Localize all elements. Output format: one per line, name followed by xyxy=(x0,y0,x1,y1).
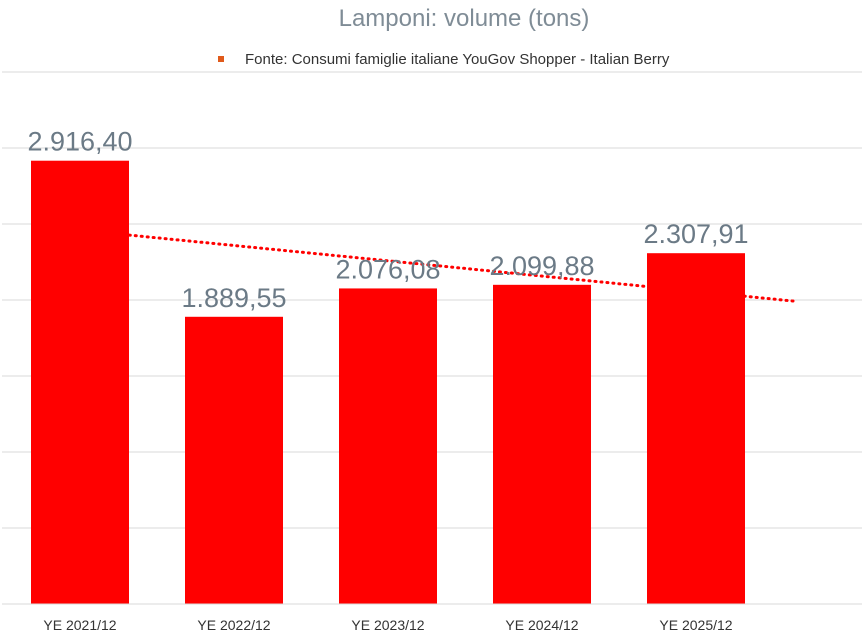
bar-2 xyxy=(185,316,283,604)
value-label-2: 1.889,55 xyxy=(181,283,286,313)
value-labels: 2.916,40 1.889,55 2.076,08 2.099,88 2.307,91 xyxy=(27,127,748,313)
bars xyxy=(31,160,745,604)
legend-label: Fonte: Consumi famiglie italiane YouGov … xyxy=(245,51,670,68)
trendline-line xyxy=(127,233,800,303)
bar-5 xyxy=(647,253,745,604)
category-label-4: YE 2024/12 xyxy=(505,617,578,633)
category-labels: YE 2021/12 YE 2022/12 YE 2023/12 YE 2024/12… xyxy=(43,617,732,633)
category-label-1: YE 2021/12 xyxy=(43,617,116,633)
value-label-5: 2.307,91 xyxy=(643,219,748,249)
trendline xyxy=(127,233,800,303)
category-label-2: YE 2022/12 xyxy=(197,617,270,633)
chart-title: Lamponi: volume (tons) xyxy=(339,5,590,32)
value-label-1: 2.916,40 xyxy=(27,127,132,157)
bar-4 xyxy=(493,284,591,604)
bar-1 xyxy=(31,160,129,604)
category-label-3: YE 2023/12 xyxy=(351,617,424,633)
value-label-3: 2.076,08 xyxy=(335,254,440,284)
category-label-5: YE 2025/12 xyxy=(659,617,732,633)
value-label-4: 2.099,88 xyxy=(489,251,594,281)
legend-swatch xyxy=(218,56,224,62)
legend: Fonte: Consumi famiglie italiane YouGov … xyxy=(218,51,670,68)
bar-3 xyxy=(339,288,437,604)
